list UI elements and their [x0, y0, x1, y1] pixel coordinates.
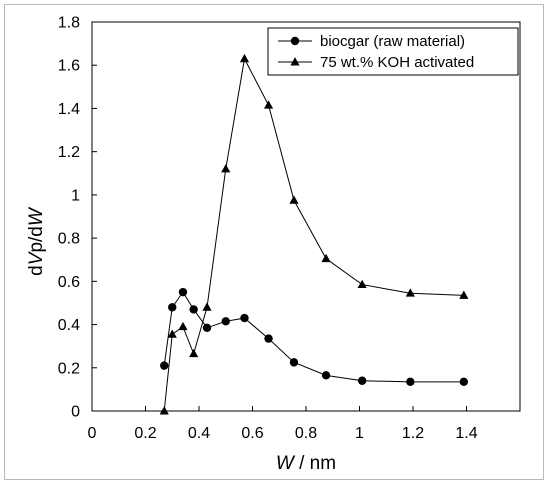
data-point [178, 287, 188, 297]
data-point [189, 305, 198, 314]
legend-label: biocgar (raw material) [320, 33, 465, 50]
x-tick-label: 1.2 [402, 425, 424, 442]
series-layer [159, 53, 469, 415]
y-tick-label: 1.2 [58, 144, 80, 161]
data-point [221, 164, 231, 173]
legend: biocgar (raw material) 75 wt.% KOH activa… [267, 27, 519, 76]
legend-label: 75 wt.% KOH activated [320, 54, 474, 71]
y-tick-label: 0 [71, 404, 80, 421]
x-tick-label: 0.4 [188, 425, 210, 442]
series-2 [159, 53, 469, 415]
y-tick-label: 1.8 [58, 15, 80, 32]
data-point [168, 303, 177, 312]
data-point [202, 302, 212, 311]
plot-area-border [91, 21, 521, 412]
data-point [264, 334, 273, 343]
y-tick-label: 1.4 [58, 101, 80, 118]
series-1 [160, 287, 469, 387]
figure-frame [4, 4, 544, 480]
data-point [263, 100, 274, 109]
data-point [459, 290, 469, 299]
series-line [163, 57, 464, 412]
y-axis-title: dVp/dW [26, 206, 47, 276]
data-point [289, 195, 299, 204]
data-point [357, 279, 367, 289]
x-tick-label: 0.8 [295, 425, 317, 442]
x-tick-label: 1 [355, 425, 364, 442]
x-tick-label: 0.6 [241, 425, 263, 442]
y-tick-label: 1.6 [58, 58, 80, 75]
data-point [160, 361, 169, 370]
data-point [240, 313, 249, 323]
legend-box [267, 27, 519, 76]
data-point [202, 323, 212, 332]
y-tick-label: 0.4 [58, 317, 80, 334]
data-point [406, 377, 415, 387]
axes: 0 0.2 0.4 0.6 0.8 1 1.2 1.4 1.6 1.8 0 0.2 0.4 0.6 0.8 1… [58, 15, 521, 442]
data-point [321, 253, 331, 263]
data-point [405, 288, 415, 297]
data-point [178, 321, 188, 331]
data-point [167, 329, 177, 338]
legend-marker [290, 36, 300, 46]
y-tick-label: 0.8 [58, 231, 80, 248]
data-point [289, 358, 299, 367]
x-tick-label: 0 [88, 425, 97, 442]
x-axis-title: W / nm [276, 453, 336, 474]
x-tick-label: 0.2 [134, 425, 156, 442]
data-point [159, 406, 169, 415]
y-tick-label: 1 [71, 187, 80, 204]
data-point [321, 371, 331, 380]
legend-item: biocgar (raw material) [278, 33, 465, 50]
y-tick-label: 0.6 [58, 274, 80, 291]
series-line [163, 291, 464, 383]
y-tick-label: 0.2 [58, 360, 80, 377]
data-point [357, 376, 367, 385]
legend-marker [290, 57, 300, 66]
data-point [459, 377, 469, 387]
data-point [239, 53, 250, 63]
data-point [189, 348, 199, 358]
x-tick-label: 1.4 [455, 425, 477, 442]
legend-item: 75 wt.% KOH activated [278, 54, 474, 71]
data-point [221, 317, 230, 326]
